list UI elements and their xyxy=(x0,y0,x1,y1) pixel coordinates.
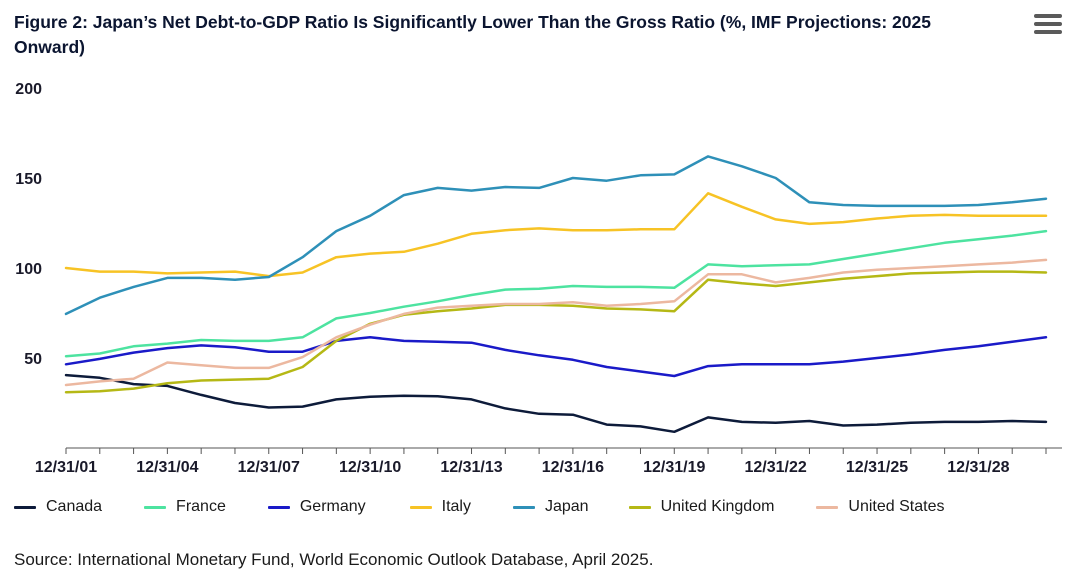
series-line-japan xyxy=(64,155,1048,316)
legend-swatch xyxy=(512,505,535,509)
x-tick-label: 12/31/16 xyxy=(542,459,604,476)
series-line-germany xyxy=(64,336,1048,378)
legend-label: United States xyxy=(848,498,945,515)
legend-label: Italy xyxy=(441,498,471,515)
x-tick-label: 12/31/19 xyxy=(643,459,705,476)
line-chart: 50 100 150 200 12/31/01 12/31/04 12/31/07 12/3… xyxy=(15,81,1062,476)
y-tick-label: 150 xyxy=(15,171,42,188)
legend-label: Canada xyxy=(46,498,103,515)
legend-label: France xyxy=(176,498,226,515)
y-tick-label: 200 xyxy=(15,81,42,98)
legend-swatch xyxy=(267,505,290,509)
legend-item-united-states[interactable]: United States xyxy=(816,498,944,516)
hamburger-menu-icon[interactable] xyxy=(1034,14,1062,40)
y-tick-label: 50 xyxy=(24,351,42,368)
legend-item-united-kingdom[interactable]: United Kingdom xyxy=(628,498,775,516)
x-tick-label: 12/31/22 xyxy=(745,459,807,476)
series-line-canada xyxy=(64,373,1048,434)
legend-item-germany[interactable]: Germany xyxy=(267,498,366,516)
legend-label: Germany xyxy=(299,498,366,515)
legend-item-japan[interactable]: Japan xyxy=(512,498,589,516)
y-tick-label: 100 xyxy=(15,261,42,278)
x-tick-label: 12/31/13 xyxy=(440,459,502,476)
legend-item-france[interactable]: France xyxy=(144,498,226,516)
x-tick-label: 12/31/04 xyxy=(136,459,198,476)
legend-swatch xyxy=(144,505,167,509)
chart-title: Figure 2: Japan’s Net Debt-to-GDP Ratio … xyxy=(14,12,931,57)
series-line-italy xyxy=(64,192,1048,278)
x-tick-label: 12/31/10 xyxy=(339,459,401,476)
legend-label: United Kingdom xyxy=(660,498,775,515)
legend-item-italy[interactable]: Italy xyxy=(409,498,471,516)
source-note: Source: International Monetary Fund, Wor… xyxy=(14,550,654,569)
series-line-united-states xyxy=(64,258,1048,387)
legend-swatch xyxy=(816,505,839,509)
legend-swatch xyxy=(409,505,432,509)
x-tick-label: 12/31/28 xyxy=(947,459,1009,476)
series-line-france xyxy=(64,229,1048,358)
x-tick-label: 12/31/07 xyxy=(238,459,300,476)
x-tick-label: 12/31/01 xyxy=(35,459,97,476)
legend-item-canada[interactable]: Canada xyxy=(14,498,102,516)
legend-label: Japan xyxy=(544,498,589,515)
chart-legend: Canada France Germany Italy Japan United King… xyxy=(14,496,944,518)
legend-swatch xyxy=(628,505,651,509)
x-tick-label: 12/31/25 xyxy=(846,459,908,476)
series-line-united-kingdom xyxy=(64,270,1048,394)
legend-swatch xyxy=(14,505,36,509)
